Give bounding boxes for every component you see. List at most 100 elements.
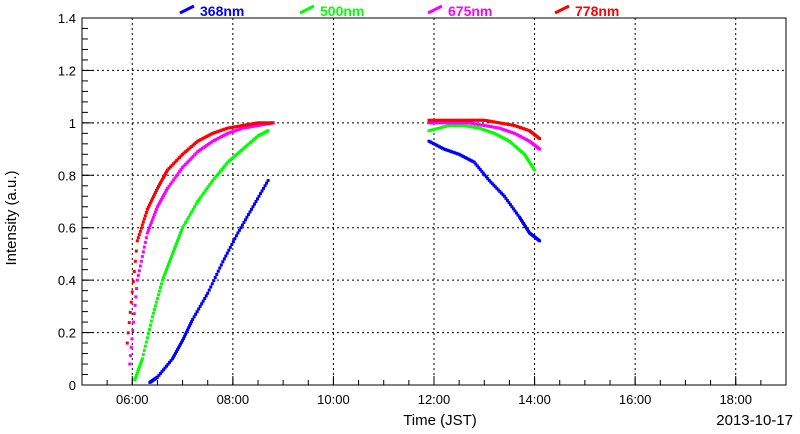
data-point <box>245 215 249 219</box>
data-point <box>135 287 139 291</box>
data-point <box>240 223 244 227</box>
data-point <box>235 125 239 129</box>
data-point <box>485 129 489 133</box>
data-point <box>262 121 266 125</box>
data-point <box>438 145 442 149</box>
data-point <box>234 234 238 238</box>
data-point <box>250 139 254 143</box>
data-point <box>513 209 517 213</box>
data-point <box>131 328 135 332</box>
data-point <box>523 223 527 227</box>
data-point <box>263 184 267 188</box>
data-point <box>439 126 443 130</box>
data-point <box>477 126 481 130</box>
data-point <box>257 194 261 198</box>
data-point <box>221 134 225 138</box>
data-point <box>264 121 268 125</box>
data-point <box>174 244 178 248</box>
data-point <box>167 360 171 364</box>
data-point <box>233 154 237 158</box>
data-point <box>496 121 500 125</box>
data-point <box>167 184 171 188</box>
data-point <box>527 229 531 233</box>
data-point <box>230 130 234 134</box>
data-point <box>214 175 218 179</box>
data-point <box>470 118 474 122</box>
data-point <box>430 141 434 145</box>
data-point <box>172 178 176 182</box>
data-point <box>134 374 138 378</box>
data-point <box>157 201 161 205</box>
data-point <box>162 273 166 277</box>
data-point <box>203 189 207 193</box>
data-point <box>215 130 219 134</box>
data-point <box>487 124 491 128</box>
data-point <box>523 152 527 156</box>
data-point <box>450 150 454 154</box>
data-point <box>493 120 497 124</box>
data-point <box>191 143 195 147</box>
data-point <box>140 255 144 259</box>
data-point <box>450 123 454 127</box>
data-point <box>164 188 168 192</box>
data-point <box>153 191 157 195</box>
data-point <box>214 130 218 134</box>
data-point <box>158 371 162 375</box>
data-point <box>173 247 177 251</box>
data-point <box>235 128 239 132</box>
data-point <box>512 131 516 135</box>
data-point <box>254 200 258 203</box>
data-point <box>135 239 139 243</box>
data-point <box>230 125 234 129</box>
data-point <box>181 165 185 169</box>
data-point <box>179 154 183 158</box>
data-point <box>444 148 448 152</box>
data-point <box>187 159 191 163</box>
data-point <box>470 125 474 129</box>
data-point <box>229 158 233 162</box>
data-point <box>443 118 447 122</box>
data-point <box>242 220 246 224</box>
data-point <box>179 342 183 346</box>
legend-label: 778nm <box>575 3 619 19</box>
data-point <box>512 143 516 147</box>
data-point <box>164 170 168 174</box>
data-point <box>479 123 483 127</box>
data-point <box>435 118 439 122</box>
data-point <box>148 223 152 227</box>
data-point <box>148 201 152 205</box>
data-point <box>524 154 528 158</box>
legend-swatch <box>179 4 195 15</box>
data-point <box>224 162 228 166</box>
data-point <box>209 181 213 185</box>
data-point <box>172 355 176 359</box>
data-point <box>506 138 510 142</box>
data-point <box>145 336 149 340</box>
data-point <box>465 156 469 160</box>
data-point <box>495 133 499 137</box>
data-point <box>457 152 461 156</box>
x-tick-label: 14:00 <box>518 392 551 407</box>
data-point <box>266 179 270 183</box>
data-point <box>508 130 512 134</box>
data-point <box>243 218 247 222</box>
data-point <box>221 166 225 170</box>
data-point <box>180 340 184 344</box>
data-point <box>521 220 525 224</box>
data-point <box>497 121 501 125</box>
data-point <box>267 121 271 125</box>
data-point <box>445 118 449 122</box>
data-point <box>254 121 258 125</box>
data-point <box>202 145 206 149</box>
data-point <box>427 129 431 133</box>
data-point <box>258 123 262 127</box>
data-point <box>461 118 465 122</box>
data-point <box>509 141 513 145</box>
data-point <box>128 362 132 366</box>
data-point <box>220 134 224 138</box>
data-point <box>463 118 467 122</box>
legend-label: 675nm <box>448 3 492 19</box>
data-point <box>502 128 506 132</box>
data-point <box>473 118 477 122</box>
data-point <box>173 353 177 357</box>
